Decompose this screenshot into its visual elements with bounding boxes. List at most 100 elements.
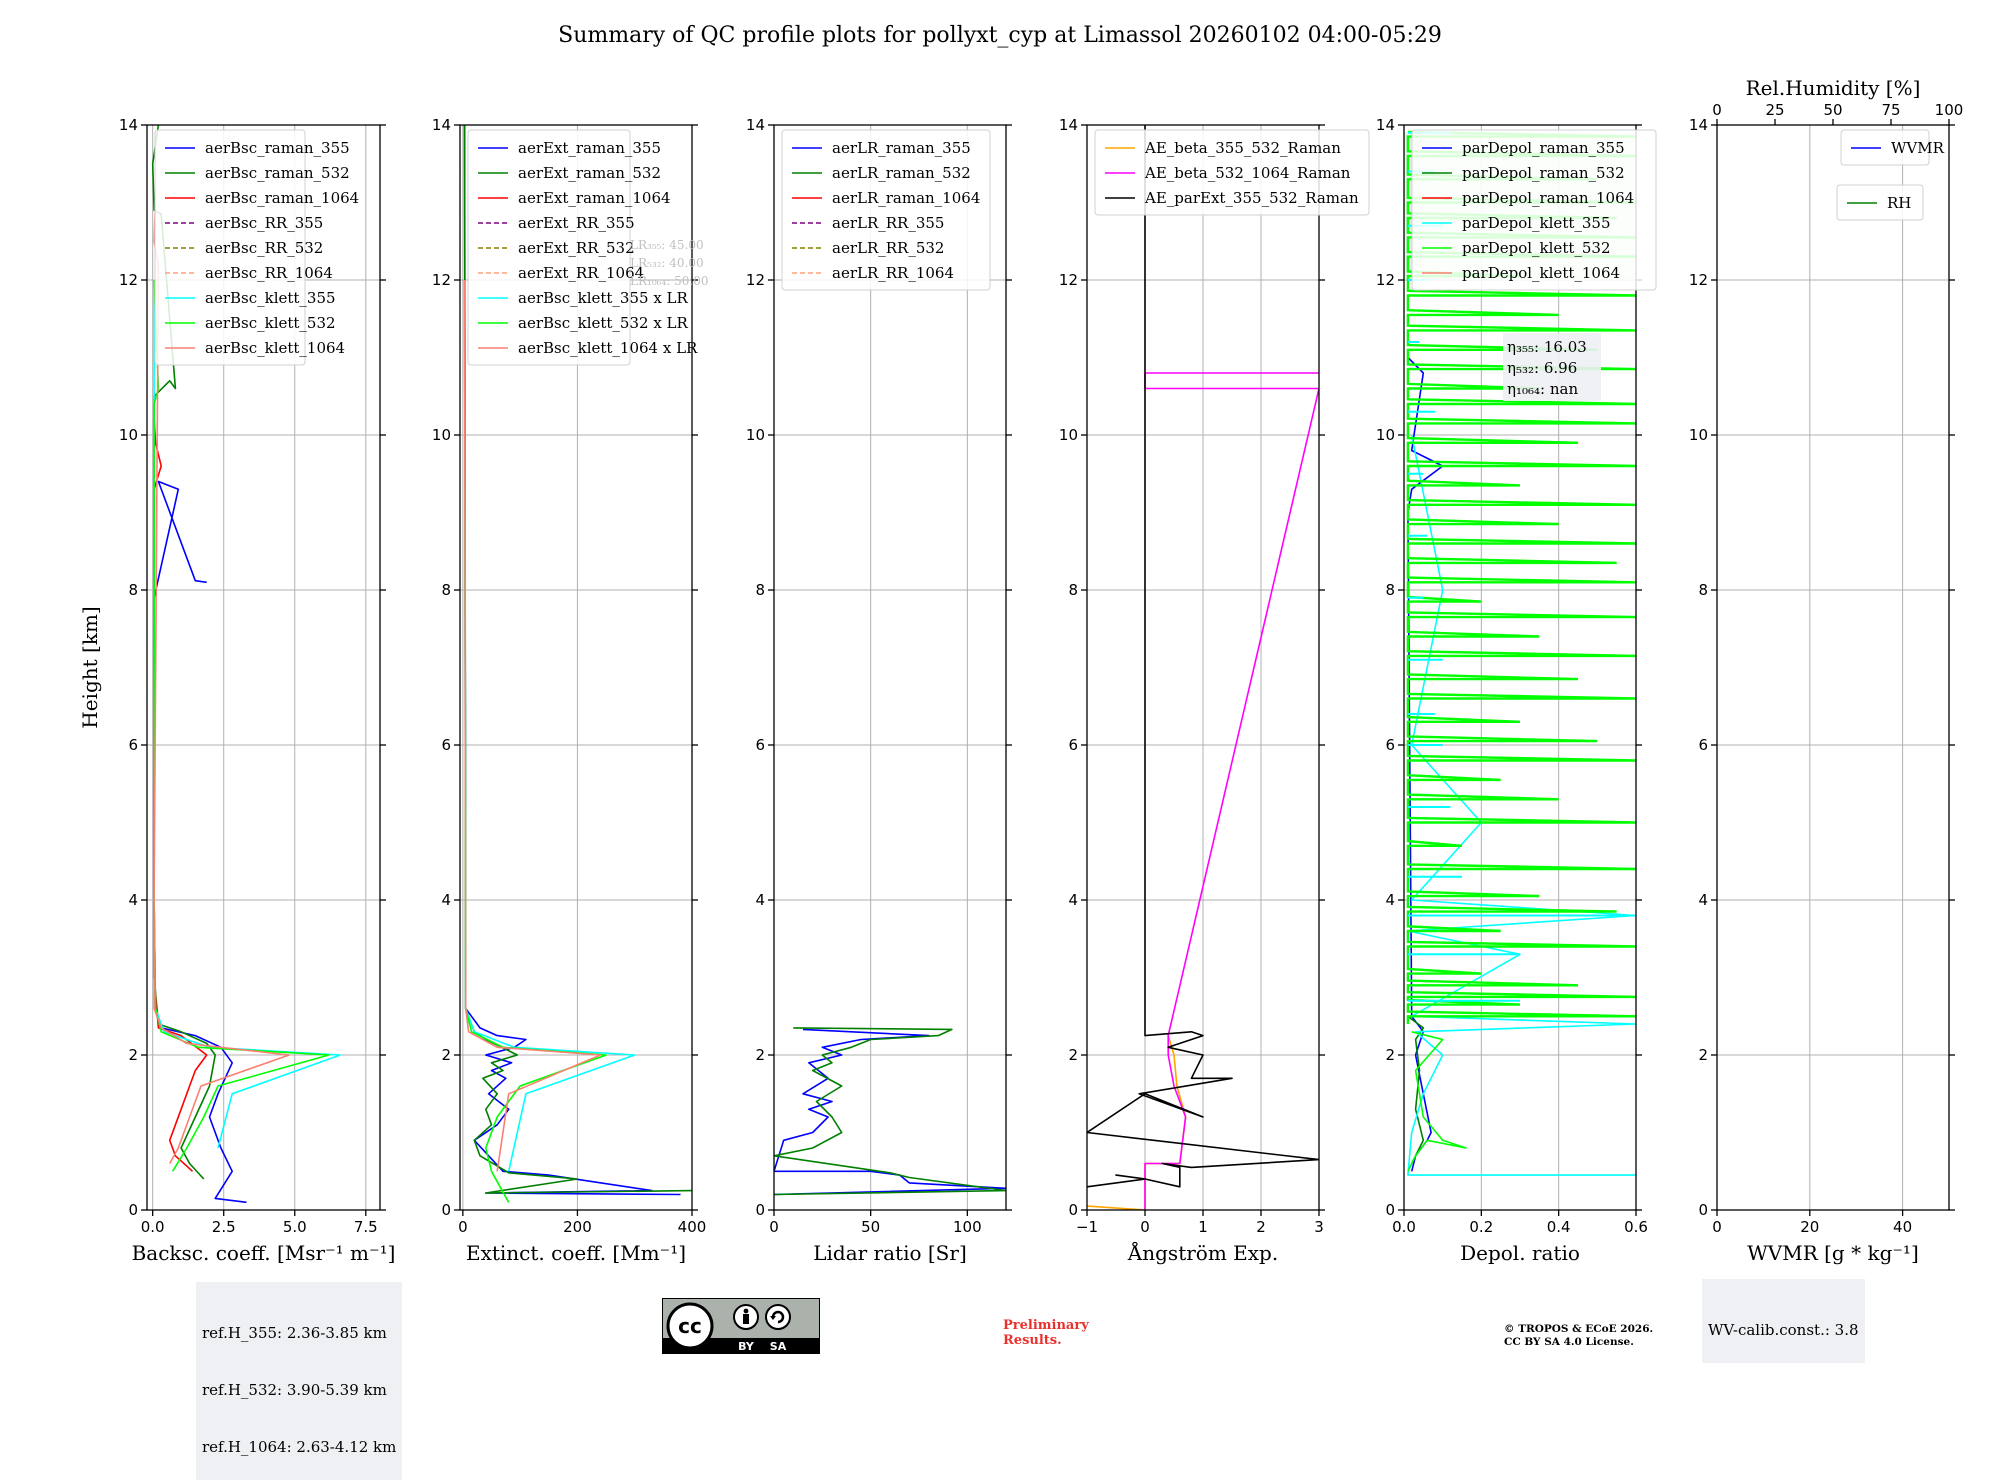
legend-label-aerBsc_raman_355: aerBsc_raman_355	[205, 139, 350, 157]
y-tick-label: 0	[755, 1201, 765, 1219]
y-tick-label: 14	[746, 116, 765, 134]
series-aerBsc_klett_1064 x LR	[463, 279, 602, 1172]
plot-area	[463, 125, 692, 1203]
legend: AE_beta_355_532_Raman AE_beta_532_1064_Ra…	[1094, 129, 1370, 216]
series-aerBsc_raman_355	[153, 480, 247, 1204]
x-axis-label: Depol. ratio	[1460, 1241, 1580, 1265]
legend-label-aerLR_RR_1064: aerLR_RR_1064	[832, 264, 954, 282]
y-tick-label: 2	[1068, 1046, 1078, 1064]
y-tick-label: 8	[1385, 581, 1395, 599]
copyright-note: © TROPOS & ECoE 2026. CC BY SA 4.0 Licen…	[1504, 1323, 1653, 1349]
y-tick-label: 4	[1068, 891, 1078, 909]
y-tick-label: 10	[1376, 426, 1395, 444]
legend: aerExt_raman_355 aerExt_raman_532 aerExt_r…	[467, 129, 698, 366]
y-tick-label: 4	[128, 891, 138, 909]
legend-box	[1094, 129, 1370, 216]
legend-label-aerBsc_raman_532: aerBsc_raman_532	[205, 164, 350, 182]
x-tick-label: 0	[1140, 1218, 1150, 1236]
x-tick-label: 20	[1800, 1218, 1819, 1236]
figure-title: Summary of QC profile plots for pollyxt_…	[558, 23, 1442, 48]
y-tick-label: 4	[1698, 891, 1708, 909]
x-tick-label: 0.4	[1547, 1218, 1571, 1236]
y-tick-label: 10	[746, 426, 765, 444]
y-tick-label: 10	[1689, 426, 1708, 444]
x-axis-label: Extinct. coeff. [Mm⁻¹]	[466, 1241, 686, 1265]
legend-label-parDepol_klett_1064: parDepol_klett_1064	[1462, 264, 1620, 282]
figure-canvas: Summary of QC profile plots for pollyxt_…	[78, 23, 1963, 1265]
legend: WVMR	[1840, 129, 1945, 166]
panel-depol: 0.0 0.2 0.4 0.6 0 2 4 6 8 10 12 14 Depol. ratio parDe…	[1376, 116, 1657, 1265]
y-tick-label: 14	[432, 116, 451, 134]
legend-label-aerBsc_klett_532 x LR: aerBsc_klett_532 x LR	[518, 314, 689, 332]
panel-extinction: 0 200 400 0 2 4 6 8 10 12 14 Extinct. coeff. [Mm⁻¹]…	[432, 116, 709, 1265]
x-tick-label: 0	[769, 1218, 779, 1236]
y-tick-label: 6	[1068, 736, 1078, 754]
series-aerLR_raman_355	[774, 1028, 1006, 1196]
series-parDepol_klett_532-spikes	[1406, 130, 1636, 1025]
legend-label-aerLR_raman_532: aerLR_raman_532	[832, 164, 971, 182]
x-tick-label: 3	[1314, 1218, 1324, 1236]
y-tick-label: 0	[128, 1201, 138, 1219]
legend-label-parDepol_klett_532: parDepol_klett_532	[1462, 239, 1611, 257]
cc-logo-icon	[666, 1302, 714, 1350]
wv-calib-text: WV-calib.const.: 3.8	[1708, 1321, 1859, 1339]
y-tick-label: 2	[1698, 1046, 1708, 1064]
panel-wvmr: 0 20 40 0 2 4 6 8 10 12 14 WVMR [g * kg⁻¹] 0 25 50 75 10…	[1689, 76, 1963, 1265]
legend-label-aerBsc_klett_1064: aerBsc_klett_1064	[205, 339, 345, 357]
x-tick-label: −1	[1076, 1218, 1098, 1236]
x-tick-label: 0	[1712, 1218, 1722, 1236]
series-aerLR_raman_532	[774, 1027, 1006, 1196]
y-tick-label: 14	[1689, 116, 1708, 134]
series-parDepol_klett_532	[1407, 1031, 1467, 1172]
legend-label-parDepol_raman_355: parDepol_raman_355	[1462, 139, 1625, 157]
legend-box	[154, 129, 306, 366]
legend-label-parDepol_raman_1064: parDepol_raman_1064	[1462, 189, 1634, 207]
legend-label-aerBsc_klett_1064 x LR: aerBsc_klett_1064 x LR	[518, 339, 698, 357]
x-tick-label: 0.0	[141, 1218, 165, 1236]
preliminary-note: Preliminary Results.	[1003, 1318, 1089, 1348]
eta-label: η₁₀₆₄: nan	[1507, 380, 1578, 398]
series-parDepol_klett_355	[1407, 434, 1636, 1176]
x-tick-label: 2	[1256, 1218, 1266, 1236]
top-x-tick-label: 50	[1823, 101, 1842, 119]
y-tick-label: 0	[1698, 1201, 1708, 1219]
by-label: BY	[738, 1340, 755, 1353]
x-tick-label: 5.0	[283, 1218, 307, 1236]
y-tick-label: 14	[1059, 116, 1078, 134]
x-axis-label: Lidar ratio [Sr]	[813, 1241, 967, 1265]
legend-box	[467, 129, 631, 366]
legend-box	[1411, 129, 1657, 291]
ref-height-1064: ref.H_1064: 2.63-4.12 km	[202, 1438, 397, 1456]
legend-label-parDepol_klett_355: parDepol_klett_355	[1462, 214, 1611, 232]
legend-label-aerExt_RR_355: aerExt_RR_355	[518, 214, 635, 232]
preliminary-line-2: Results.	[1003, 1333, 1062, 1348]
legend-label-aerBsc_RR_532: aerBsc_RR_532	[205, 239, 323, 257]
series-parDepol_raman_355	[1407, 356, 1444, 1172]
series-AE_beta_532_1064_Raman	[1144, 372, 1319, 1210]
axes-frame	[1716, 124, 1950, 1211]
y-tick-label: 12	[119, 271, 138, 289]
legend-label-aerExt_RR_1064: aerExt_RR_1064	[518, 264, 644, 282]
y-tick-label: 8	[755, 581, 765, 599]
sa-label: SA	[770, 1340, 787, 1353]
x-tick-label: 40	[1893, 1218, 1912, 1236]
legend-label-AE_beta_532_1064_Raman: AE_beta_532_1064_Raman	[1144, 164, 1351, 182]
y-tick-label: 0	[1068, 1201, 1078, 1219]
series-parDepol_raman_532	[1407, 1015, 1425, 1164]
series-aerBsc_raman_1064	[153, 419, 208, 1172]
plot-area	[774, 1027, 1006, 1196]
y-tick-label: 6	[755, 736, 765, 754]
legend-label-aerBsc_klett_355 x LR: aerBsc_klett_355 x LR	[518, 289, 689, 307]
legend-label-aerLR_RR_532: aerLR_RR_532	[832, 239, 944, 257]
y-tick-label: 14	[119, 116, 138, 134]
y-tick-label: 6	[1385, 736, 1395, 754]
legend: parDepol_raman_355 parDepol_raman_532 parD…	[1411, 129, 1657, 291]
preliminary-line-1: Preliminary	[1003, 1318, 1089, 1333]
top-x-tick-label: 25	[1765, 101, 1784, 119]
x-tick-label: 400	[678, 1218, 707, 1236]
legend-label-aerLR_raman_1064: aerLR_raman_1064	[832, 189, 980, 207]
y-tick-label: 2	[128, 1046, 138, 1064]
y-tick-label: 10	[432, 426, 451, 444]
legend-label-aerExt_raman_532: aerExt_raman_532	[518, 164, 661, 182]
y-tick-label: 2	[1385, 1046, 1395, 1064]
